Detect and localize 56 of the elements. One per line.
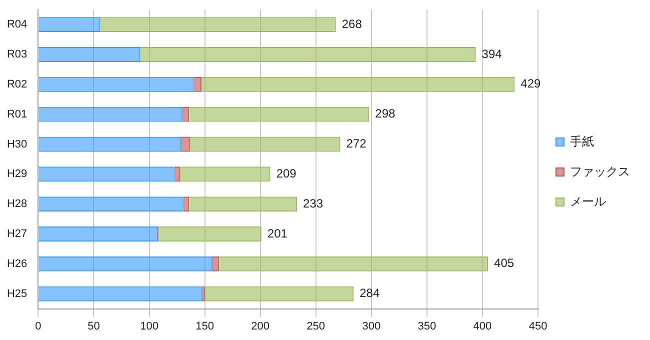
total-label: 298 — [375, 106, 396, 121]
bar — [38, 76, 194, 92]
x-tick-label: 0 — [35, 320, 42, 332]
bar — [140, 47, 476, 62]
y-tick-label: R01 — [6, 108, 28, 120]
bar — [38, 47, 140, 62]
y-tick-label: H30 — [6, 138, 28, 150]
y-tick-label: R02 — [6, 78, 28, 90]
bar — [189, 196, 297, 212]
y-tick-label: H25 — [6, 288, 28, 300]
bar — [38, 286, 203, 302]
x-tick-label: 400 — [473, 320, 492, 332]
y-tick-label: H27 — [6, 228, 28, 240]
y-tick-label: R03 — [6, 48, 28, 61]
bar — [180, 166, 270, 182]
bar — [38, 106, 183, 122]
bar — [219, 256, 488, 272]
bar — [100, 17, 336, 32]
x-tick-label: 300 — [362, 320, 381, 332]
total-label: 394 — [482, 46, 502, 61]
bar — [181, 136, 190, 152]
x-tick-label: 350 — [418, 320, 436, 332]
bar — [38, 166, 175, 182]
x-tick-label: 450 — [528, 320, 548, 332]
y-tick-label: H26 — [6, 258, 28, 270]
total-label: 429 — [520, 76, 542, 91]
legend-label: 手紙 — [570, 134, 594, 148]
bar — [38, 196, 184, 212]
bar — [204, 286, 354, 302]
bar — [190, 136, 340, 152]
y-tick-label: H29 — [6, 168, 28, 180]
y-tick-label: H28 — [6, 198, 28, 210]
total-label: 201 — [267, 226, 288, 240]
bar — [189, 106, 370, 122]
x-tick-label: 150 — [196, 320, 214, 332]
x-tick-label: 200 — [251, 320, 270, 332]
total-label: 272 — [346, 136, 367, 151]
y-tick-label: R04 — [6, 18, 28, 31]
bar — [174, 166, 180, 182]
bar — [38, 226, 158, 242]
x-tick-label: 100 — [140, 320, 158, 332]
total-label: 209 — [276, 166, 297, 180]
total-label: 268 — [342, 16, 362, 31]
bar — [38, 256, 213, 272]
bar — [194, 76, 202, 92]
bar — [201, 76, 515, 92]
total-label: 284 — [360, 286, 380, 300]
bar — [38, 136, 182, 152]
total-label: 405 — [494, 256, 514, 270]
bar — [38, 17, 100, 32]
legend-label: ファックス — [570, 164, 630, 178]
x-tick-label: 250 — [306, 320, 326, 332]
legend-label: メール — [570, 194, 606, 208]
x-tick-label: 50 — [88, 320, 100, 332]
bar — [159, 226, 262, 242]
total-label: 233 — [302, 196, 324, 210]
